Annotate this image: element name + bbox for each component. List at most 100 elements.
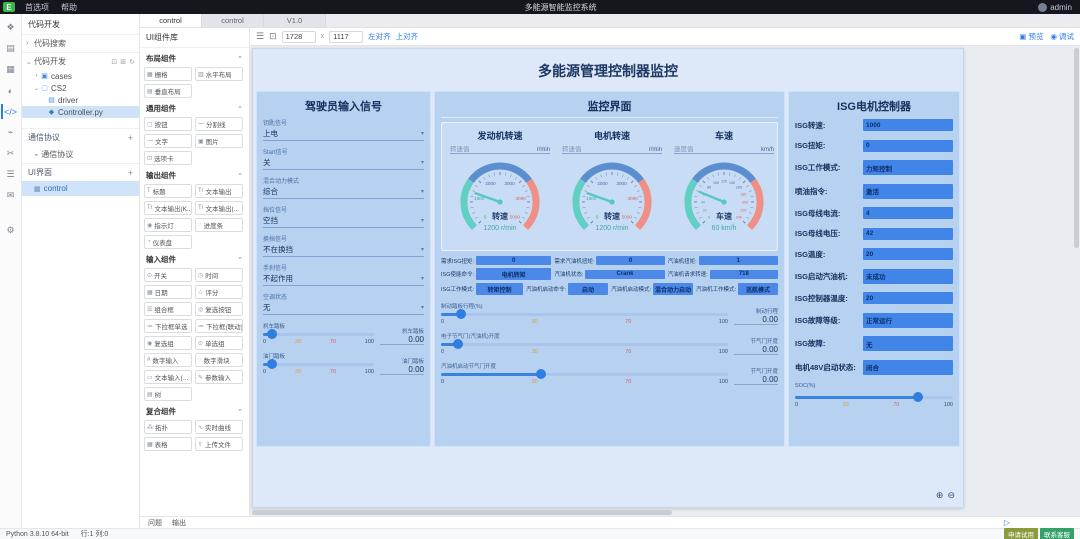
menu-preferences[interactable]: 首选项	[25, 2, 49, 12]
zoom-in-icon[interactable]: ⊕	[935, 490, 944, 500]
gauge-value-input[interactable]	[562, 146, 649, 153]
palette-item-文本输出[interactable]: Tr 文本输出	[195, 184, 243, 198]
palette-item-组合框[interactable]: ☰ 组合框	[144, 302, 192, 316]
palette-item-评分[interactable]: ☆ 评分	[195, 285, 243, 299]
palette-item-文本输出(...[interactable]: Tr 文本输出(...	[195, 201, 243, 215]
user-menu[interactable]: admin	[1038, 2, 1072, 12]
align-top-link[interactable]: 上对齐	[395, 32, 419, 41]
palette-item-上传文件[interactable]: ⇧ 上传文件	[195, 437, 243, 451]
slider-handle[interactable]	[266, 359, 277, 369]
docs-icon[interactable]: ☰	[6, 169, 15, 179]
gauge-value-input[interactable]	[674, 146, 761, 153]
tree-item-driver[interactable]: ▤ driver	[22, 94, 139, 106]
slider-handle[interactable]	[913, 392, 924, 402]
section-code-search[interactable]: › 代码搜索	[22, 34, 139, 52]
menu-help[interactable]: 帮助	[61, 2, 77, 12]
palette-item-复选按钮[interactable]: ◎ 复选按钮	[195, 302, 243, 316]
section-通信协议[interactable]: 通信协议 +	[22, 128, 139, 146]
feedback-icon[interactable]: ✉	[6, 190, 15, 200]
tree-item-cs2[interactable]: ⌄ ▢ CS2	[22, 82, 139, 94]
palette-item-表格[interactable]: ▦ 表格	[144, 437, 192, 451]
debug-button[interactable]: ◉ 调试	[1050, 31, 1074, 42]
library-icon[interactable]: ▦	[6, 64, 15, 74]
canvas-width-input[interactable]	[281, 30, 316, 43]
section-code-dev[interactable]: ⌄ 代码开发 ⊡ ⊞ ↻	[22, 52, 139, 70]
palette-item-垂直布局[interactable]: ▤ 垂直布局	[144, 84, 192, 98]
palette-item-栅格[interactable]: ▦ 栅格	[144, 67, 192, 81]
tree-item-cases[interactable]: › ▣ cases	[22, 70, 139, 82]
tab-V1.0-2[interactable]: V1.0	[264, 14, 326, 27]
tab-control-0[interactable]: control	[140, 14, 202, 27]
device-icon[interactable]: ▤	[6, 43, 15, 53]
snippet-icon[interactable]: ✂	[6, 148, 15, 158]
layout-icon[interactable]: ☰	[256, 31, 265, 41]
badge-申请试用[interactable]: 申请试用	[1004, 528, 1038, 539]
palette-item-数字输入[interactable]: # 数字输入	[144, 353, 192, 367]
palette-item-标题[interactable]: T 标题	[144, 184, 192, 198]
palette-item-仪表盘[interactable]: ◔ 仪表盘	[144, 235, 192, 249]
slider-track[interactable]	[263, 329, 374, 339]
slider-track[interactable]	[441, 309, 728, 319]
palette-item-分割线[interactable]: — 分割线	[195, 117, 243, 131]
python-version[interactable]: Python 3.8.10 64-bit	[6, 530, 69, 538]
slider-handle[interactable]	[453, 339, 464, 349]
palette-item-文字[interactable]: — 文字	[144, 134, 192, 148]
palette-item-日期[interactable]: ▦ 日期	[144, 285, 192, 299]
settings-icon[interactable]: ⚙	[6, 225, 15, 235]
list-item-通信协议[interactable]: ⌁ 通信协议	[22, 146, 139, 163]
new-folder-icon[interactable]: ⊞	[120, 58, 127, 66]
frame-icon[interactable]: ⊡	[269, 31, 277, 41]
components-icon[interactable]: ❖	[6, 22, 15, 32]
design-page[interactable]: 多能源管理控制器监控 驾驶员输入信号 钥匙信号 上电 ▾ Start信号关 ▾ 混合动力模…	[252, 48, 964, 508]
slider-handle[interactable]	[266, 329, 277, 339]
zoom-out-icon[interactable]: ⊖	[947, 490, 955, 500]
new-file-icon[interactable]: ⊡	[111, 58, 118, 66]
select-value[interactable]: 关 ▾	[263, 157, 424, 170]
palette-category-header[interactable]: 通用组件 ⌃	[144, 100, 245, 117]
palette-item-进度条[interactable]: ◌ 进度条	[195, 218, 243, 232]
connect-icon[interactable]: ⌁	[7, 127, 14, 137]
section-UI界面[interactable]: UI界面 +	[22, 163, 139, 181]
tab-output[interactable]: 输出	[172, 519, 186, 527]
palette-item-文本输入(...[interactable]: ▭ 文本输入(...	[144, 370, 192, 384]
select-value[interactable]: 不在换挡 ▾	[263, 244, 424, 257]
vertical-scrollbar[interactable]	[1074, 48, 1079, 248]
palette-item-图片[interactable]: ▣ 图片	[195, 134, 243, 148]
palette-item-下拉框(联动)[interactable]: ≔ 下拉框(联动)	[195, 319, 243, 333]
tree-item-controller-py[interactable]: ◆ Controller.py	[22, 106, 139, 118]
add-icon[interactable]: +	[127, 132, 133, 143]
align-left-link[interactable]: 左对齐	[368, 32, 391, 41]
palette-category-header[interactable]: 输出组件 ⌃	[144, 167, 245, 184]
tab-problems[interactable]: 问题	[148, 519, 162, 527]
canvas-height-input[interactable]	[329, 30, 364, 43]
list-item-control[interactable]: ▦ control	[22, 181, 139, 196]
theme-icon[interactable]: ◐	[7, 85, 14, 96]
palette-item-下拉框单选[interactable]: ≔ 下拉框单选	[144, 319, 192, 333]
select-value[interactable]: 空挡 ▾	[263, 215, 424, 228]
palette-item-实时曲线[interactable]: ∿ 实时曲线	[195, 420, 243, 434]
palette-item-参数输入[interactable]: ✎ 参数输入	[195, 370, 243, 384]
select-value[interactable]: 综合 ▾	[263, 186, 424, 199]
slider-track[interactable]	[441, 339, 728, 349]
select-value[interactable]: 无 ▾	[263, 302, 424, 315]
palette-item-拓扑[interactable]: ⁂ 拓扑	[144, 420, 192, 434]
select-value[interactable]: 不起作用 ▾	[263, 273, 424, 286]
palette-category-header[interactable]: 复合组件 ⌃	[144, 403, 245, 420]
badge-联系客服[interactable]: 联系客服	[1040, 528, 1074, 539]
add-icon[interactable]: +	[127, 167, 133, 178]
slider-track[interactable]	[263, 359, 374, 369]
code-icon[interactable]: </>	[0, 102, 21, 121]
refresh-icon[interactable]: ↻	[129, 58, 135, 66]
palette-category-header[interactable]: 输入组件 ⌃	[144, 251, 245, 268]
cursor-position[interactable]: 行:1 列:0	[80, 531, 109, 538]
palette-item-树[interactable]: ▤ 树	[144, 387, 192, 401]
palette-item-按钮[interactable]: ▢ 按钮	[144, 117, 192, 131]
palette-item-水平布局[interactable]: ▥ 水平布局	[195, 67, 243, 81]
slider-track[interactable]	[795, 392, 953, 402]
preview-button[interactable]: ▣ 预览	[1019, 31, 1043, 42]
slider-handle[interactable]	[456, 309, 467, 319]
palette-item-开关[interactable]: ⊙ 开关	[144, 268, 192, 282]
palette-item-选项卡[interactable]: ⊡ 选项卡	[144, 151, 192, 165]
tab-control-1[interactable]: control	[202, 14, 264, 27]
run-icon[interactable]: ▷	[1003, 518, 1010, 527]
